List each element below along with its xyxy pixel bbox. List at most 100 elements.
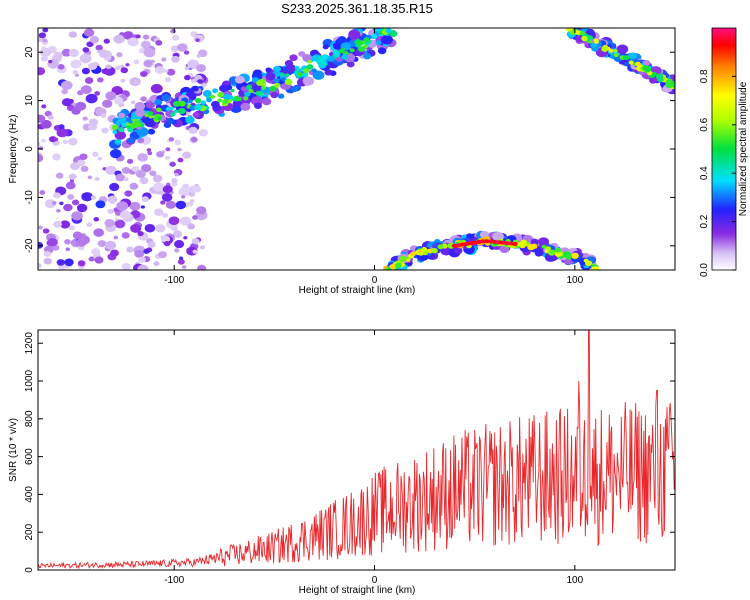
- heatmap-blob: [97, 156, 102, 161]
- y-tick-label: 0: [24, 567, 35, 573]
- heatmap-blob: [116, 52, 123, 58]
- heatmap-blob: [114, 65, 121, 71]
- y-tick-label: 20: [24, 46, 35, 58]
- heatmap-blob: [158, 251, 168, 259]
- heatmap-blob: [591, 266, 600, 270]
- heatmap-blob: [616, 44, 629, 54]
- heatmap-blob: [152, 174, 163, 183]
- heatmap-blob: [243, 96, 249, 101]
- heatmap-blob: [601, 46, 609, 52]
- colorbar-tick-label: 0.6: [699, 117, 710, 131]
- heatmap-blob: [378, 16, 388, 24]
- heatmap-blob: [155, 224, 166, 233]
- heatmap-blob: [40, 55, 48, 62]
- heatmap-blob: [234, 75, 245, 84]
- heatmap-blob: [65, 247, 70, 251]
- heatmap-blob: [81, 192, 93, 202]
- heatmap-blob: [523, 243, 528, 247]
- heatmap-blob: [147, 241, 156, 248]
- heatmap-blob: [541, 244, 547, 249]
- heatmap-blob: [375, 40, 382, 46]
- heatmap-blob: [565, 254, 573, 260]
- heatmap-blob: [130, 223, 142, 233]
- heatmap-blob: [62, 139, 69, 145]
- heatmap-blob: [613, 53, 619, 58]
- heatmap-blob: [72, 69, 78, 75]
- heatmap-blob: [176, 43, 188, 52]
- heatmap-blob: [114, 219, 126, 229]
- heatmap-blob: [137, 264, 149, 270]
- heatmap-blob: [147, 128, 156, 135]
- heatmap-blob: [61, 48, 72, 57]
- heatmap-blob: [60, 80, 73, 90]
- heatmap-blob: [144, 223, 156, 233]
- heatmap-blob: [96, 77, 104, 83]
- heatmap-blob: [585, 260, 593, 267]
- heatmap-blob: [575, 30, 581, 35]
- heatmap-blob: [270, 91, 279, 99]
- heatmap-blob: [104, 240, 117, 250]
- heatmap-blob: [335, 56, 343, 62]
- heatmap-blob: [410, 251, 417, 257]
- heatmap-blob: [188, 126, 198, 135]
- heatmap-blob: [177, 147, 182, 152]
- heatmap-blob: [149, 170, 157, 177]
- heatmap-blob: [192, 185, 202, 193]
- heatmap-blob: [322, 44, 329, 50]
- heatmap-blob: [161, 193, 173, 202]
- heatmap-blob: [140, 96, 147, 102]
- heatmap-blob: [153, 261, 160, 267]
- x-tick-label: 100: [566, 275, 583, 286]
- heatmap-blob: [391, 30, 397, 34]
- y-tick-label: -20: [24, 238, 35, 253]
- heatmap-blob: [565, 259, 573, 265]
- heatmap-blob: [254, 102, 262, 109]
- heatmap-blob: [103, 38, 110, 44]
- heatmap-blob: [642, 59, 651, 66]
- heatmap-blob: [302, 54, 312, 62]
- heatmap-blob: [286, 64, 296, 72]
- heatmap-blob: [186, 201, 194, 207]
- heatmap-blob: [194, 104, 203, 111]
- heatmap-blob: [385, 28, 392, 33]
- colorbar-tick-label: 0.8: [699, 69, 710, 83]
- heatmap-blob: [109, 199, 116, 205]
- heatmap-blob: [197, 264, 207, 270]
- heatmap-blob: [170, 112, 176, 117]
- heatmap-blob: [135, 169, 146, 178]
- heatmap-blob: [171, 178, 178, 184]
- heatmap-blob: [187, 223, 195, 230]
- heatmap-blob: [68, 173, 77, 180]
- heatmap-blob: [172, 230, 183, 238]
- heatmap-blob: [399, 255, 407, 262]
- heatmap-blob: [579, 31, 586, 36]
- heatmap-blob: [196, 206, 207, 215]
- heatmap-blob: [126, 246, 134, 253]
- heatmap-blob: [164, 155, 171, 160]
- heatmap-blob: [307, 60, 312, 64]
- heatmap-blob: [174, 240, 185, 249]
- heatmap-blob: [97, 240, 107, 248]
- heatmap-blob: [179, 216, 192, 226]
- heatmap-blob: [297, 68, 302, 73]
- heatmap-blob: [349, 48, 355, 53]
- heatmap-blob: [59, 220, 71, 229]
- heatmap-blob: [77, 159, 86, 167]
- heatmap-blob: [169, 106, 174, 111]
- heatmap-blob: [101, 127, 109, 134]
- heatmap-blob: [64, 239, 71, 245]
- heatmap-blob: [375, 20, 384, 27]
- heatmap-blob: [53, 137, 59, 142]
- heatmap-blob: [67, 194, 75, 200]
- snr-frame: [37, 329, 676, 571]
- heatmap-blob: [133, 80, 139, 85]
- heatmap-blob: [165, 147, 171, 152]
- heatmap-blob: [284, 78, 293, 86]
- heatmap-blob: [134, 249, 145, 258]
- heatmap-blob: [164, 69, 169, 73]
- heatmap-blob: [170, 28, 176, 34]
- heatmap-blob: [312, 70, 325, 80]
- heatmap-blob: [273, 78, 280, 83]
- heatmap-blob: [39, 190, 46, 195]
